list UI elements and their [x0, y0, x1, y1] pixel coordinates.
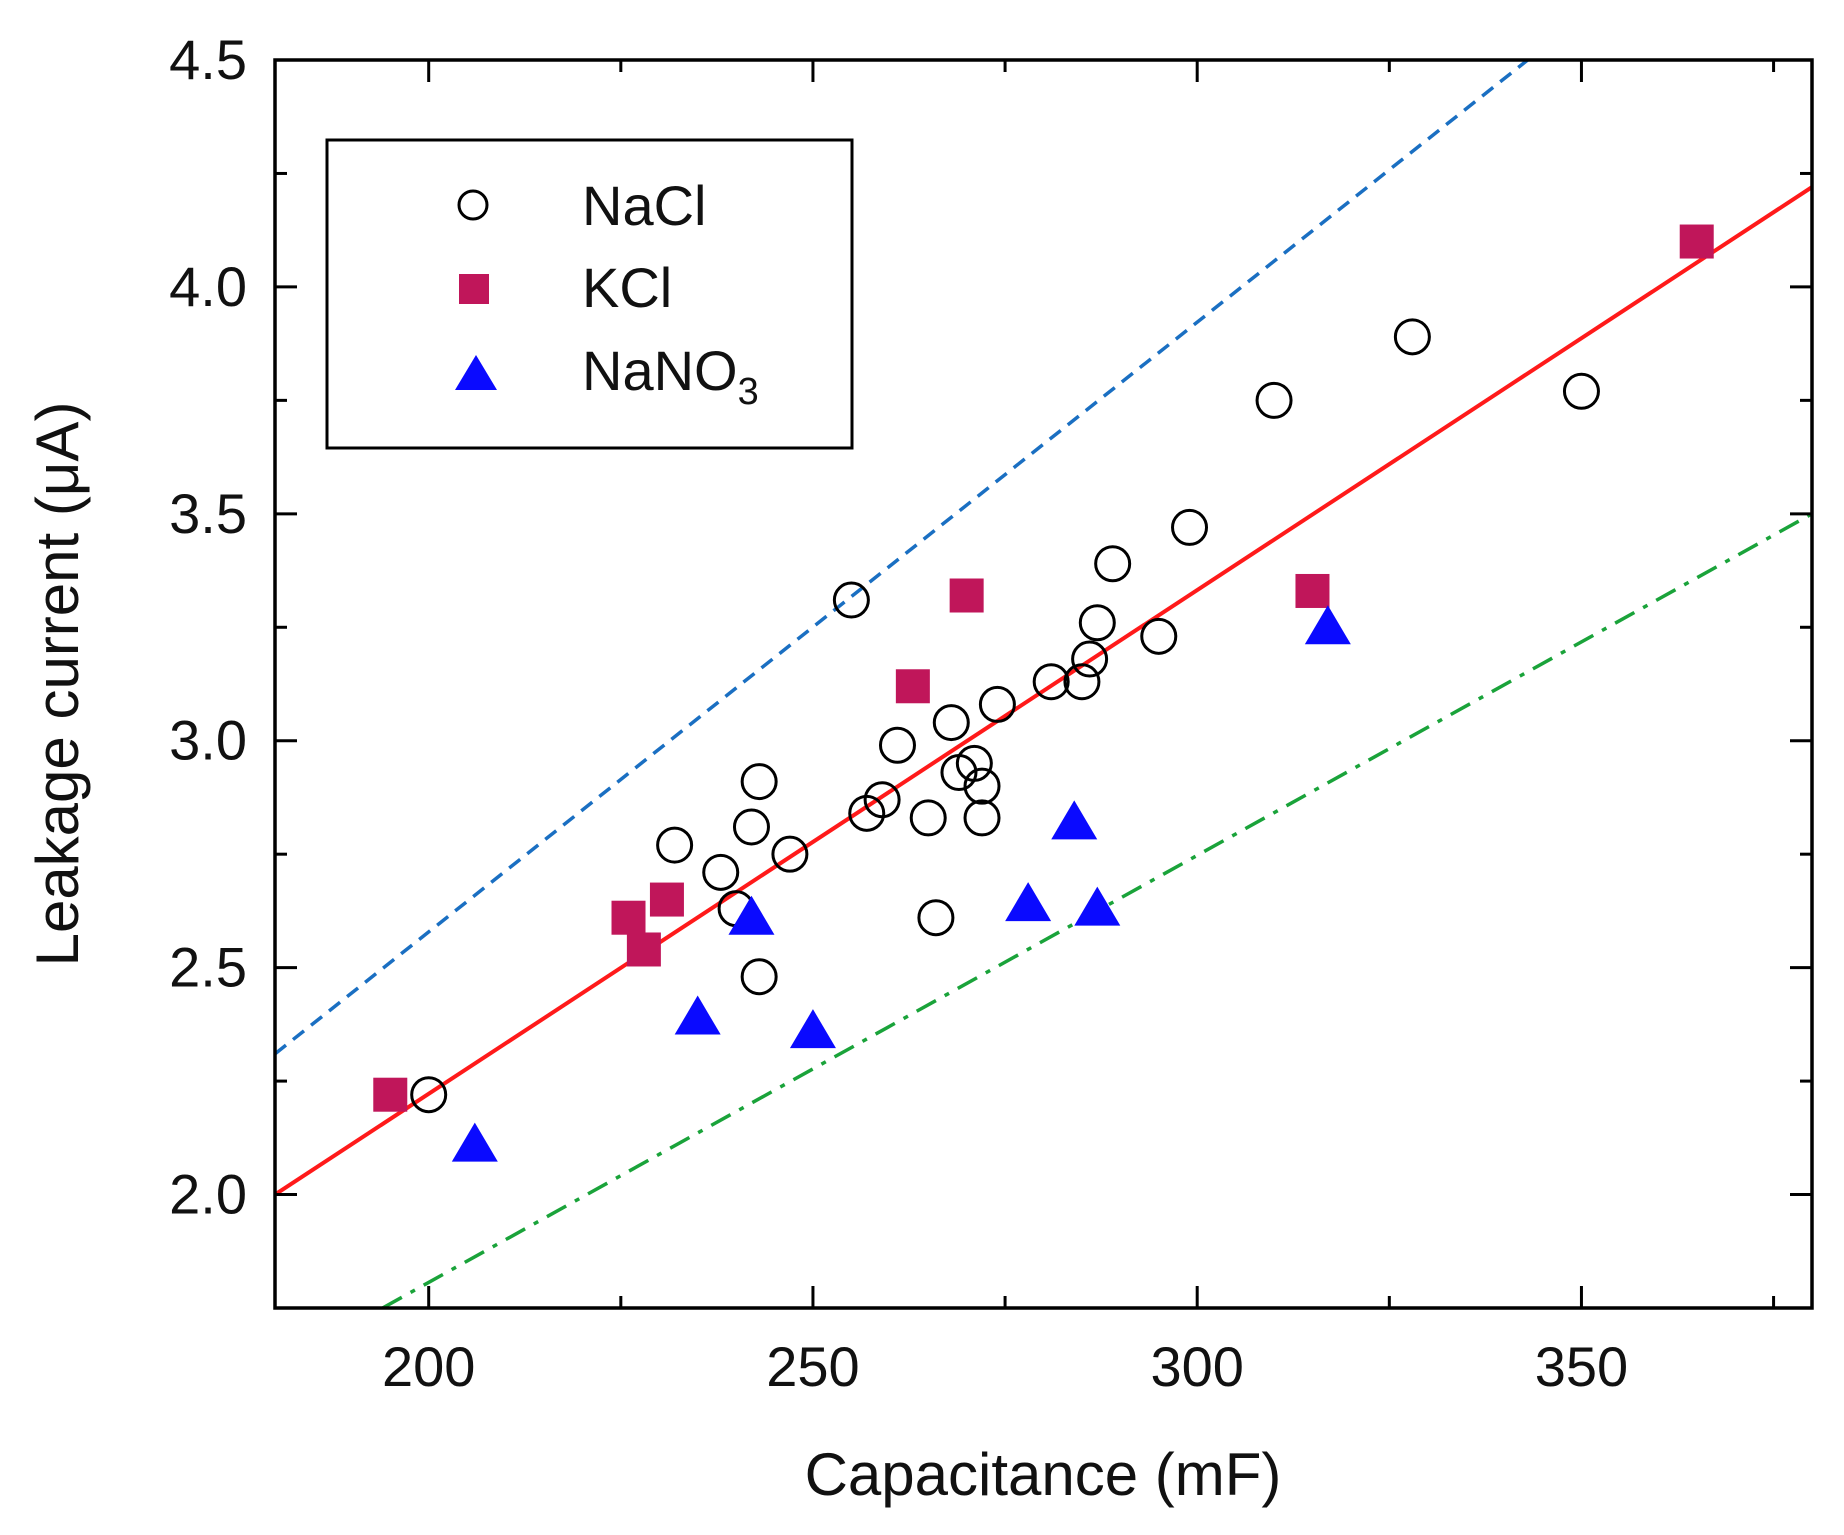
nacl-point: [656, 826, 694, 864]
legend-label-nacl: NaCl: [582, 174, 706, 237]
nacl-point: [955, 744, 993, 782]
nacl-point: [1171, 508, 1209, 546]
kcl-point: [895, 669, 930, 704]
y-axis-label: Leakage current (μA): [24, 402, 91, 967]
x-tick-label: 350: [1535, 1335, 1628, 1398]
kcl-point: [649, 882, 684, 917]
nacl-point: [909, 799, 947, 837]
nacl-point: [1562, 372, 1600, 410]
x-tick-label: 250: [766, 1335, 859, 1398]
y-tick-label: 4.0: [169, 255, 247, 318]
nano3-point: [1051, 800, 1098, 840]
y-tick-label: 3.5: [169, 482, 247, 545]
nacl-point: [740, 763, 778, 801]
nacl-point: [1094, 545, 1132, 583]
kcl-point: [1295, 573, 1330, 608]
x-tick-label: 200: [382, 1335, 475, 1398]
nacl-point: [878, 726, 916, 764]
nacl-point: [963, 799, 1001, 837]
nacl-point: [917, 899, 955, 937]
nacl-point: [732, 808, 770, 846]
nano3-point: [674, 995, 721, 1035]
kcl-point: [611, 900, 646, 935]
x-axis-label: Capacitance (mF): [805, 1441, 1282, 1508]
kcl-point: [626, 932, 661, 967]
nacl-point: [1255, 381, 1293, 419]
nano3-point: [451, 1122, 498, 1162]
nacl-point: [740, 958, 778, 996]
kcl-point: [949, 578, 984, 613]
nano3-point: [1074, 886, 1121, 926]
legend-label-nano3-main: NaNO: [582, 339, 738, 402]
nano3-point: [728, 895, 775, 935]
nacl-point: [1078, 604, 1116, 642]
legend: NaCl KCl NaNO3: [325, 138, 854, 450]
y-tick-label: 2.5: [169, 936, 247, 999]
y-tick-label: 3.0: [169, 709, 247, 772]
legend-box: [325, 138, 854, 450]
nacl-point: [1032, 663, 1070, 701]
nano3-point: [789, 1009, 836, 1049]
legend-marker-kcl: [459, 274, 489, 304]
kcl-point: [373, 1077, 408, 1112]
nacl-point: [1071, 640, 1109, 678]
y-tick-label: 4.5: [169, 28, 247, 91]
nacl-point: [863, 781, 901, 819]
kcl-point: [1679, 224, 1714, 259]
nacl-point: [1063, 663, 1101, 701]
nano3-point: [1005, 882, 1052, 922]
legend-label-nano3-subscript: 3: [738, 371, 759, 413]
legend-marker-nacl: [457, 189, 489, 221]
nacl-point: [410, 1076, 448, 1114]
x-tick-label: 300: [1150, 1335, 1243, 1398]
legend-label-kcl: KCl: [582, 256, 672, 319]
nacl-point: [1140, 617, 1178, 655]
nacl-point: [702, 853, 740, 891]
upper-bound-line: [275, 60, 1529, 1056]
nacl-point: [1393, 318, 1431, 356]
nano3-point: [1304, 605, 1351, 645]
nacl-point: [963, 767, 1001, 805]
y-tick-label: 2.0: [169, 1163, 247, 1226]
legend-label-nano3: NaNO3: [582, 339, 759, 413]
nacl-point: [771, 835, 809, 873]
plot-frame: [273, 58, 1814, 1310]
legend-marker-nano3: [455, 355, 497, 390]
nacl-point: [978, 685, 1016, 723]
nacl-point: [932, 704, 970, 742]
fit-line: [275, 185, 1812, 1197]
nacl-point: [832, 581, 870, 619]
